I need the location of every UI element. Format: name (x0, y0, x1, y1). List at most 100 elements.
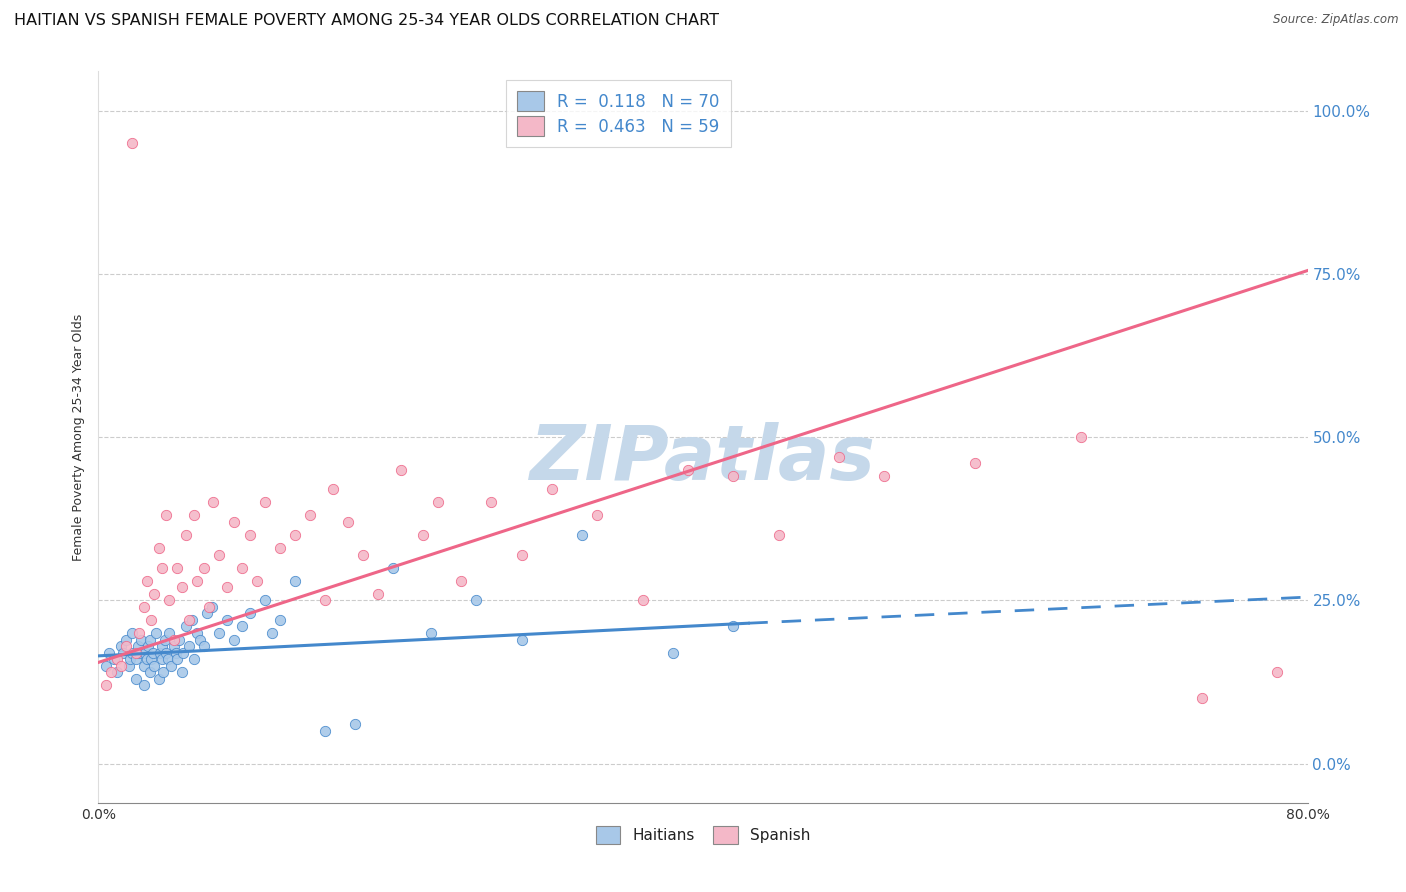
Point (586, 508, 609, 523)
Point (179, 613, 201, 627)
Point (208, 626, 231, 640)
Point (1267, 665, 1289, 680)
Point (239, 607, 262, 621)
Point (139, 632, 162, 647)
Point (100, 665, 122, 680)
Point (135, 574, 157, 588)
Point (150, 560, 173, 574)
Point (94, 678, 117, 692)
Point (202, 495, 225, 509)
Point (195, 607, 218, 621)
Point (183, 508, 205, 523)
Text: HAITIAN VS SPANISH FEMALE POVERTY AMONG 25-34 YEAR OLDS CORRELATION CHART: HAITIAN VS SPANISH FEMALE POVERTY AMONG … (14, 13, 718, 29)
Point (208, 548, 231, 562)
Point (389, 463, 412, 477)
Point (121, 646, 143, 660)
Point (172, 646, 194, 660)
Point (141, 613, 163, 627)
Point (111, 646, 134, 660)
Point (174, 619, 197, 633)
Point (510, 548, 533, 562)
Point (269, 613, 291, 627)
Text: Source: ZipAtlas.com: Source: ZipAtlas.com (1274, 13, 1399, 27)
Point (149, 646, 172, 660)
Point (159, 593, 181, 607)
Point (481, 495, 503, 509)
Point (193, 639, 215, 653)
Point (128, 626, 150, 640)
Point (139, 665, 162, 680)
Point (110, 639, 132, 653)
Point (262, 626, 284, 640)
Point (450, 574, 472, 588)
Point (352, 548, 374, 562)
Point (299, 508, 322, 523)
Point (269, 541, 291, 555)
Point (114, 632, 136, 647)
Point (465, 593, 488, 607)
Point (188, 632, 211, 647)
Point (965, 456, 987, 470)
Point (163, 639, 186, 653)
Point (120, 652, 142, 666)
Point (150, 639, 173, 653)
Point (723, 469, 745, 483)
Point (136, 639, 159, 653)
Point (160, 658, 183, 673)
Point (420, 626, 443, 640)
Point (125, 672, 148, 686)
Point (167, 632, 190, 647)
Point (141, 652, 163, 666)
Point (186, 626, 208, 640)
Point (231, 619, 253, 633)
Point (253, 495, 276, 509)
Point (367, 587, 389, 601)
Point (201, 599, 224, 614)
Point (510, 632, 533, 647)
Point (114, 639, 136, 653)
Point (631, 593, 654, 607)
Point (676, 463, 699, 477)
Point (127, 639, 149, 653)
Point (239, 528, 262, 542)
Point (540, 483, 562, 497)
Point (132, 658, 155, 673)
Point (129, 632, 152, 647)
Point (231, 560, 253, 574)
Point (159, 626, 181, 640)
Point (828, 450, 851, 464)
Point (427, 495, 450, 509)
Point (284, 528, 307, 542)
Point (224, 632, 246, 647)
Point (132, 678, 155, 692)
Point (163, 632, 186, 647)
Point (148, 541, 170, 555)
Point (155, 508, 177, 523)
Point (150, 652, 173, 666)
Point (148, 672, 170, 686)
Point (170, 665, 193, 680)
Point (382, 560, 405, 574)
Point (183, 652, 205, 666)
Point (186, 574, 208, 588)
Point (314, 593, 336, 607)
Point (128, 646, 150, 660)
Point (152, 665, 174, 680)
Point (94, 658, 117, 673)
Point (132, 599, 155, 614)
Point (142, 646, 165, 660)
Point (412, 528, 434, 542)
Point (1070, 430, 1092, 444)
Point (768, 528, 790, 542)
Point (118, 658, 141, 673)
Point (336, 515, 359, 529)
Text: ZIPatlas: ZIPatlas (530, 422, 876, 496)
Point (723, 619, 745, 633)
Point (156, 652, 179, 666)
Point (215, 613, 238, 627)
Point (125, 646, 148, 660)
Point (98, 646, 121, 660)
Point (246, 574, 269, 588)
Point (197, 599, 219, 614)
Point (134, 646, 156, 660)
